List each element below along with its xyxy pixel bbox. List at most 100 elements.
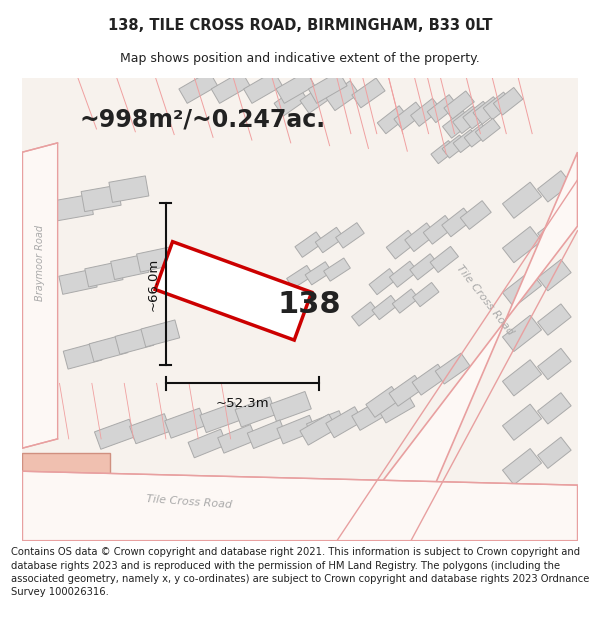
Polygon shape [244, 71, 283, 103]
Polygon shape [137, 247, 175, 272]
Polygon shape [218, 424, 257, 453]
Polygon shape [337, 152, 577, 541]
Polygon shape [315, 228, 344, 253]
Polygon shape [502, 316, 542, 351]
Polygon shape [155, 242, 311, 340]
Polygon shape [165, 408, 206, 438]
Polygon shape [295, 232, 323, 258]
Text: Tile Cross Road: Tile Cross Road [146, 494, 232, 510]
Polygon shape [502, 182, 542, 218]
Polygon shape [270, 391, 311, 421]
Polygon shape [366, 386, 401, 418]
Polygon shape [423, 216, 454, 244]
Polygon shape [502, 271, 542, 307]
Text: Map shows position and indicative extent of the property.: Map shows position and indicative extent… [120, 52, 480, 65]
Polygon shape [211, 71, 250, 103]
Text: ~52.3m: ~52.3m [215, 398, 269, 410]
Polygon shape [473, 97, 503, 124]
Polygon shape [410, 254, 438, 280]
Polygon shape [405, 223, 436, 252]
Polygon shape [435, 353, 470, 384]
Polygon shape [109, 176, 149, 203]
Polygon shape [63, 342, 102, 369]
Polygon shape [442, 111, 472, 138]
Polygon shape [85, 261, 123, 287]
Polygon shape [277, 416, 316, 444]
Polygon shape [464, 124, 489, 147]
Polygon shape [538, 215, 571, 246]
Polygon shape [431, 141, 456, 164]
Polygon shape [200, 402, 241, 432]
Polygon shape [377, 392, 415, 423]
Polygon shape [394, 102, 424, 130]
Polygon shape [502, 360, 542, 396]
Polygon shape [287, 266, 313, 289]
Polygon shape [115, 328, 154, 354]
Polygon shape [427, 94, 458, 122]
Polygon shape [300, 84, 333, 113]
Polygon shape [493, 88, 523, 115]
Polygon shape [372, 296, 398, 319]
Polygon shape [81, 185, 121, 212]
Polygon shape [305, 262, 332, 285]
Polygon shape [389, 376, 424, 406]
Text: Contains OS data © Crown copyright and database right 2021. This information is : Contains OS data © Crown copyright and d… [11, 548, 589, 597]
Polygon shape [179, 71, 218, 103]
Polygon shape [308, 71, 347, 103]
Polygon shape [452, 106, 482, 134]
Polygon shape [538, 437, 571, 468]
Polygon shape [502, 449, 542, 485]
Polygon shape [352, 399, 389, 431]
Polygon shape [389, 261, 418, 288]
Polygon shape [300, 414, 337, 445]
Polygon shape [53, 194, 94, 221]
Text: Tile Cross Road: Tile Cross Road [455, 263, 515, 337]
Polygon shape [274, 86, 307, 116]
Polygon shape [22, 471, 577, 541]
Polygon shape [22, 452, 110, 541]
Polygon shape [502, 226, 542, 262]
Polygon shape [475, 118, 500, 141]
Polygon shape [335, 222, 364, 248]
Polygon shape [377, 106, 408, 134]
Polygon shape [413, 282, 439, 307]
Polygon shape [392, 289, 419, 313]
Polygon shape [352, 302, 378, 326]
Polygon shape [326, 81, 359, 111]
Polygon shape [483, 92, 513, 119]
Polygon shape [430, 246, 458, 272]
Polygon shape [502, 404, 542, 441]
Text: Braymoor Road: Braymoor Road [35, 225, 45, 301]
Polygon shape [444, 91, 475, 119]
Text: 138: 138 [277, 290, 341, 319]
Polygon shape [276, 71, 315, 103]
Polygon shape [369, 269, 397, 295]
Polygon shape [141, 320, 179, 347]
Polygon shape [386, 230, 417, 259]
Polygon shape [538, 348, 571, 379]
Polygon shape [463, 101, 493, 129]
Polygon shape [538, 304, 571, 335]
Text: 138, TILE CROSS ROAD, BIRMINGHAM, B33 0LT: 138, TILE CROSS ROAD, BIRMINGHAM, B33 0L… [108, 18, 492, 32]
Text: ~998m²/~0.247ac.: ~998m²/~0.247ac. [80, 107, 326, 132]
Polygon shape [94, 419, 136, 449]
Polygon shape [460, 201, 491, 229]
Polygon shape [323, 258, 350, 281]
Polygon shape [110, 254, 149, 279]
Polygon shape [326, 407, 363, 437]
Polygon shape [410, 98, 441, 126]
Polygon shape [188, 429, 227, 458]
Polygon shape [442, 208, 473, 237]
Polygon shape [538, 259, 571, 291]
Polygon shape [247, 420, 286, 449]
Polygon shape [442, 135, 467, 158]
Polygon shape [307, 411, 346, 439]
Polygon shape [538, 171, 571, 202]
Polygon shape [59, 269, 97, 294]
Polygon shape [352, 78, 385, 108]
Text: ~66.0m: ~66.0m [146, 258, 160, 311]
Polygon shape [89, 335, 128, 362]
Polygon shape [130, 414, 170, 444]
Polygon shape [22, 143, 58, 448]
Polygon shape [412, 364, 447, 395]
